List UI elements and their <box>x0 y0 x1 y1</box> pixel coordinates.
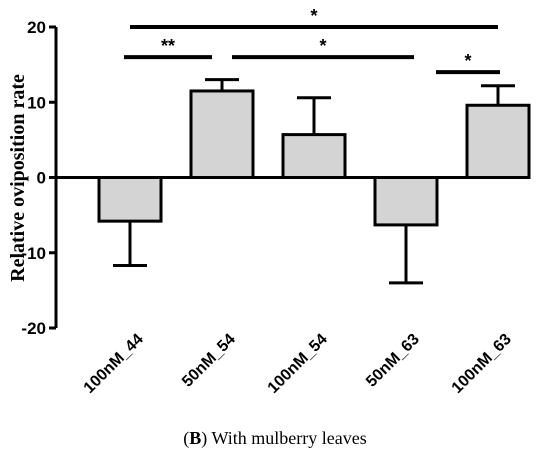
caption-panel-letter: B <box>189 428 201 448</box>
caption-close: ) <box>201 428 207 449</box>
y-axis-label: Relative oviposition rate <box>7 74 29 282</box>
significance-label: * <box>464 51 471 71</box>
category-label: 100nM_44 <box>81 331 147 397</box>
bar <box>97 176 163 223</box>
y-tick-label: -20 <box>21 319 46 338</box>
category-label: 100nM_63 <box>449 331 515 397</box>
caption-text: With mulberry leaves <box>207 428 366 448</box>
bar <box>465 103 531 179</box>
category-labels: 100nM_44 50nM_54 100nM_54 50nM_63 100nM_63 <box>81 331 515 397</box>
category-label: 50nM_63 <box>363 331 423 391</box>
bar <box>189 89 255 179</box>
category-label: 100nM_54 <box>265 331 331 397</box>
y-axis: -20 -10 0 10 20 <box>21 18 520 338</box>
figure-caption: (B) With mulberry leaves <box>183 428 366 449</box>
bars <box>97 78 531 285</box>
significance-label: ** <box>161 36 175 56</box>
y-tick-label: 0 <box>37 169 46 188</box>
significance-label: * <box>310 6 317 26</box>
significance-markers: ** *** <box>124 6 500 75</box>
category-label: 50nM_54 <box>179 331 239 391</box>
bar <box>281 133 347 179</box>
bar <box>373 176 439 227</box>
y-tick-label: -10 <box>21 244 46 263</box>
y-tick-label: 20 <box>27 18 46 37</box>
y-tick-label: 10 <box>27 93 46 112</box>
significance-label: * <box>319 36 326 56</box>
caption-open: ( <box>183 428 189 449</box>
